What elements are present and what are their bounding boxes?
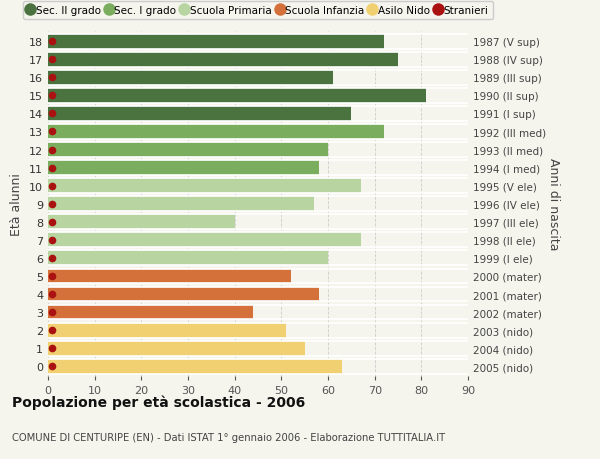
Bar	[48, 359, 342, 374]
Bar	[48, 323, 286, 338]
Bar	[48, 34, 384, 50]
Bar	[48, 341, 305, 356]
Bar	[48, 143, 328, 157]
Bar	[48, 107, 352, 122]
Bar	[48, 89, 426, 103]
Bar	[48, 287, 319, 302]
Bar	[48, 233, 361, 248]
Legend: Sec. II grado, Sec. I grado, Scuola Primaria, Scuola Infanzia, Asilo Nido, Stran: Sec. II grado, Sec. I grado, Scuola Prim…	[23, 1, 493, 20]
Bar	[48, 125, 384, 140]
Bar	[48, 179, 361, 194]
Bar	[48, 269, 290, 284]
Bar	[48, 251, 328, 266]
Bar	[48, 197, 314, 212]
Bar	[48, 305, 253, 320]
Bar	[48, 53, 398, 67]
Bar	[48, 215, 235, 230]
Text: COMUNE DI CENTURIPE (EN) - Dati ISTAT 1° gennaio 2006 - Elaborazione TUTTITALIA.: COMUNE DI CENTURIPE (EN) - Dati ISTAT 1°…	[12, 432, 445, 442]
Text: Popolazione per età scolastica - 2006: Popolazione per età scolastica - 2006	[12, 395, 305, 409]
Bar	[48, 71, 332, 85]
Bar	[48, 161, 319, 176]
Y-axis label: Età alunni: Età alunni	[10, 173, 23, 235]
Y-axis label: Anni di nascita: Anni di nascita	[547, 158, 560, 251]
